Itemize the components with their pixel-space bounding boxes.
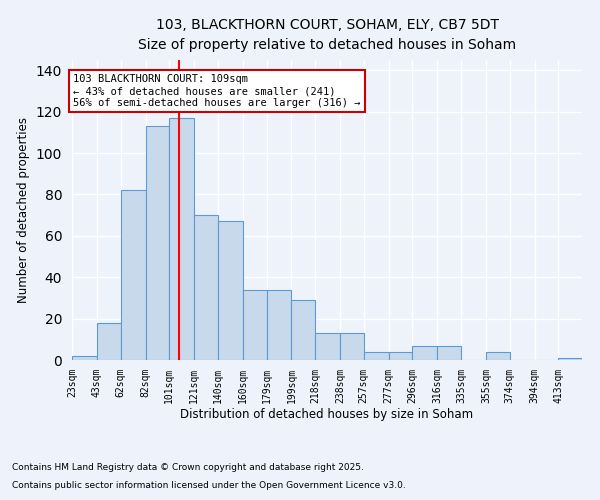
Y-axis label: Number of detached properties: Number of detached properties — [17, 117, 31, 303]
Bar — [97, 323, 121, 360]
Bar — [243, 290, 266, 360]
Bar — [315, 333, 340, 360]
Bar — [72, 356, 97, 360]
Bar — [266, 290, 292, 360]
Bar — [486, 352, 509, 360]
Bar — [437, 346, 461, 360]
Bar — [412, 346, 437, 360]
Bar — [364, 352, 389, 360]
Bar — [121, 190, 146, 360]
Text: 103 BLACKTHORN COURT: 109sqm
← 43% of detached houses are smaller (241)
56% of s: 103 BLACKTHORN COURT: 109sqm ← 43% of de… — [73, 74, 361, 108]
Bar — [169, 118, 194, 360]
Bar — [559, 358, 582, 360]
Bar — [340, 333, 364, 360]
Title: 103, BLACKTHORN COURT, SOHAM, ELY, CB7 5DT
Size of property relative to detached: 103, BLACKTHORN COURT, SOHAM, ELY, CB7 5… — [138, 18, 516, 52]
Bar — [292, 300, 315, 360]
Text: Contains HM Land Registry data © Crown copyright and database right 2025.: Contains HM Land Registry data © Crown c… — [12, 464, 364, 472]
X-axis label: Distribution of detached houses by size in Soham: Distribution of detached houses by size … — [181, 408, 473, 422]
Bar — [218, 222, 243, 360]
Bar — [389, 352, 412, 360]
Bar — [146, 126, 169, 360]
Text: Contains public sector information licensed under the Open Government Licence v3: Contains public sector information licen… — [12, 481, 406, 490]
Bar — [194, 215, 218, 360]
